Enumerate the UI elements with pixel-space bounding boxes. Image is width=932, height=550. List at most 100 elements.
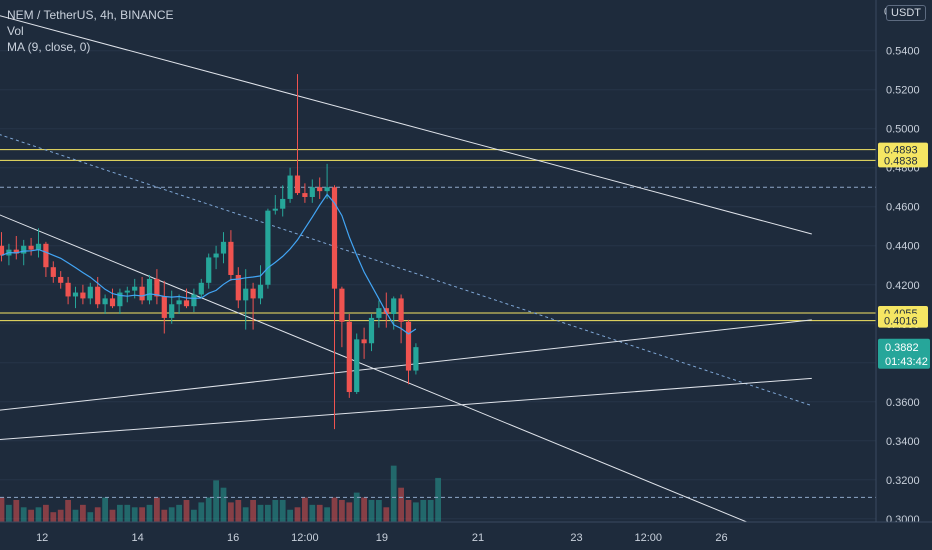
- volume-bar: [176, 504, 182, 522]
- candle-body: [368, 317, 375, 344]
- volume-bar: [35, 507, 42, 522]
- y-tick-label: 0.3600: [886, 397, 920, 409]
- volume-bar: [316, 504, 323, 522]
- volume-label[interactable]: Vol: [7, 24, 24, 38]
- x-tick-label: 12:00: [291, 532, 319, 544]
- candle-body: [154, 278, 160, 297]
- volume-bar: [376, 499, 382, 522]
- x-tick-label: 21: [472, 532, 484, 544]
- candle-body: [324, 187, 330, 192]
- candle-body: [198, 282, 204, 295]
- volume-bar: [124, 504, 131, 522]
- volume-bar: [198, 502, 205, 522]
- candle-body: [109, 298, 116, 307]
- candle-body: [80, 292, 86, 299]
- volume-bar: [324, 507, 330, 522]
- volume-bar: [50, 512, 57, 522]
- volume-bar: [427, 499, 434, 522]
- candle-body: [220, 241, 227, 254]
- candle-body: [117, 292, 123, 307]
- volume-bar: [339, 499, 345, 522]
- volume-bar: [168, 507, 175, 522]
- volume-bar: [368, 499, 375, 522]
- candle-body: [139, 286, 145, 301]
- candle-body: [132, 286, 138, 291]
- volume-bar: [57, 509, 64, 522]
- candle-body: [265, 210, 271, 285]
- volume-bar: [43, 504, 49, 522]
- volume-bar: [383, 507, 390, 522]
- volume-bar: [228, 502, 234, 522]
- candle-body: [235, 275, 241, 301]
- volume-bar: [361, 497, 367, 522]
- volume-bar: [405, 499, 412, 522]
- trend-line: [0, 319, 812, 411]
- countdown-text: 01:43:42: [885, 356, 928, 368]
- volume-bar: [65, 499, 71, 522]
- candle-body: [21, 245, 27, 254]
- y-tick-label: 0.4400: [886, 241, 920, 253]
- y-tick-label: 0.5000: [886, 124, 920, 136]
- candle-body: [317, 187, 323, 192]
- trend-line: [0, 15, 812, 235]
- volume-bar: [13, 499, 20, 522]
- candle-body: [72, 292, 79, 297]
- volume-bar: [309, 504, 316, 522]
- volume-bar: [302, 497, 308, 522]
- candle-body: [191, 294, 197, 307]
- x-tick-label: 12:00: [634, 532, 662, 544]
- ma-label[interactable]: MA (9, close, 0): [7, 40, 91, 54]
- candle-body: [346, 321, 352, 393]
- volume-bar: [331, 497, 338, 522]
- y-tick-label: 0.4200: [886, 280, 920, 292]
- level-price-text: 0.4016: [884, 316, 918, 328]
- level-price-label: [878, 153, 928, 168]
- candle-body: [0, 245, 5, 256]
- volume-bar: [131, 507, 138, 522]
- volume-bar: [390, 465, 397, 522]
- volume-bar: [28, 509, 34, 522]
- volume-bar: [287, 509, 293, 522]
- candle-body: [405, 321, 412, 371]
- volume-bar: [72, 509, 79, 522]
- candle-body: [213, 253, 219, 258]
- current-price-label: [878, 338, 930, 369]
- volume-bar: [220, 487, 227, 522]
- price-axis-panel: [876, 0, 932, 522]
- time-axis-panel: [0, 522, 932, 550]
- volume-bar: [146, 504, 153, 522]
- volume-bar: [294, 507, 301, 522]
- candle-body: [331, 187, 338, 289]
- candle-body: [257, 284, 264, 299]
- candle-body: [124, 290, 130, 293]
- volume-bar: [161, 509, 168, 522]
- y-tick-label: 0.5400: [886, 46, 920, 58]
- candle-body: [339, 288, 345, 322]
- candle-body: [243, 288, 249, 301]
- candle-body: [206, 257, 212, 283]
- candle-body: [309, 187, 315, 197]
- level-price-label: [878, 142, 928, 157]
- volume-bar: [102, 497, 108, 522]
- candle-body: [28, 245, 34, 250]
- volume-bar: [154, 497, 160, 522]
- level-price-text: 0.4838: [884, 155, 918, 167]
- currency-button[interactable]: USDT: [886, 5, 926, 21]
- candle-body: [294, 175, 301, 194]
- volume-bar: [191, 509, 197, 522]
- volume-bar: [279, 499, 286, 522]
- volume-bar: [398, 487, 404, 522]
- candle-body: [50, 267, 56, 277]
- x-tick-label: 12: [36, 532, 48, 544]
- volume-bar: [250, 499, 256, 522]
- candle-body: [398, 298, 404, 322]
- symbol-title[interactable]: NEM / TetherUS, 4h, BINANCE: [7, 8, 174, 22]
- candle-body: [169, 304, 175, 318]
- candle-body: [391, 298, 397, 315]
- volume-bar: [139, 507, 145, 522]
- volume-bar: [272, 499, 279, 522]
- volume-bar: [213, 480, 219, 522]
- candle-body: [58, 276, 64, 283]
- candle-body: [383, 308, 389, 315]
